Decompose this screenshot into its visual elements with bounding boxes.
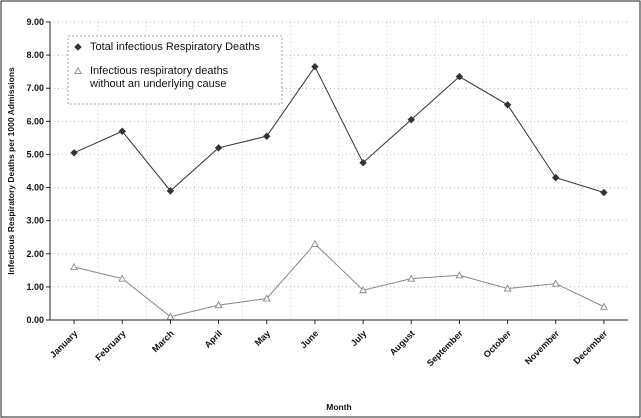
y-tick-label: 8.00 (26, 50, 44, 60)
data-point (503, 101, 512, 109)
legend-label: Total infectious Respiratory Deaths (90, 41, 260, 53)
y-axis-title: Infectious Respiratory Deaths per 1000 A… (6, 67, 16, 275)
legend-box (67, 35, 283, 105)
y-tick-label: 5.00 (26, 149, 44, 159)
data-point (407, 274, 416, 282)
data-point (552, 173, 560, 182)
data-point (263, 132, 271, 140)
data-point (70, 149, 78, 157)
data-point (407, 115, 415, 124)
y-tick-label: 2.00 (26, 249, 44, 259)
y-tick-label: 6.00 (26, 116, 44, 126)
data-point (74, 66, 82, 75)
legend-label-line: Total infectious Respiratory Deaths (90, 41, 260, 53)
y-tick-label: 7.00 (26, 83, 44, 93)
legend-items: Total infectious Respiratory Deaths Infec… (74, 41, 260, 90)
data-point (166, 312, 175, 320)
legend-label: Infectious respiratory deaths without an … (89, 65, 229, 90)
y-tick-label: 3.00 (26, 216, 44, 226)
legend-item-2: Infectious respiratory deaths without an … (74, 65, 229, 90)
data-point (118, 274, 127, 282)
data-point (551, 279, 560, 287)
data-point (214, 144, 223, 152)
data-point (70, 262, 79, 271)
legend-item-1: Total infectious Respiratory Deaths (74, 41, 260, 53)
x-axis-title: Month (326, 402, 352, 412)
y-tick-label: 1.00 (26, 282, 44, 292)
data-point (74, 43, 82, 51)
data-point (166, 187, 175, 195)
data-point (599, 302, 608, 310)
data-point (214, 300, 223, 309)
series-line (73, 65, 605, 193)
series-2 (70, 239, 608, 320)
data-point (118, 127, 126, 135)
series-line (73, 243, 605, 318)
y-tick-label: 9.00 (26, 17, 44, 27)
data-point (359, 159, 367, 167)
data-point (455, 271, 464, 279)
y-tick-label: 4.00 (26, 183, 44, 193)
data-point (359, 286, 368, 294)
data-point (310, 239, 319, 247)
data-point (262, 294, 271, 302)
y-tick-label: 0.00 (26, 315, 44, 325)
data-point (600, 188, 608, 197)
data-point (455, 72, 464, 81)
legend-label-line: without an underlying cause (89, 78, 226, 90)
legend-label-line: Infectious respiratory deaths (90, 65, 229, 77)
data-point (503, 284, 512, 292)
legend: Total infectious Respiratory Deaths Infec… (67, 35, 283, 105)
data-point (311, 62, 319, 71)
series-layer (70, 62, 608, 320)
series-1 (70, 62, 608, 197)
